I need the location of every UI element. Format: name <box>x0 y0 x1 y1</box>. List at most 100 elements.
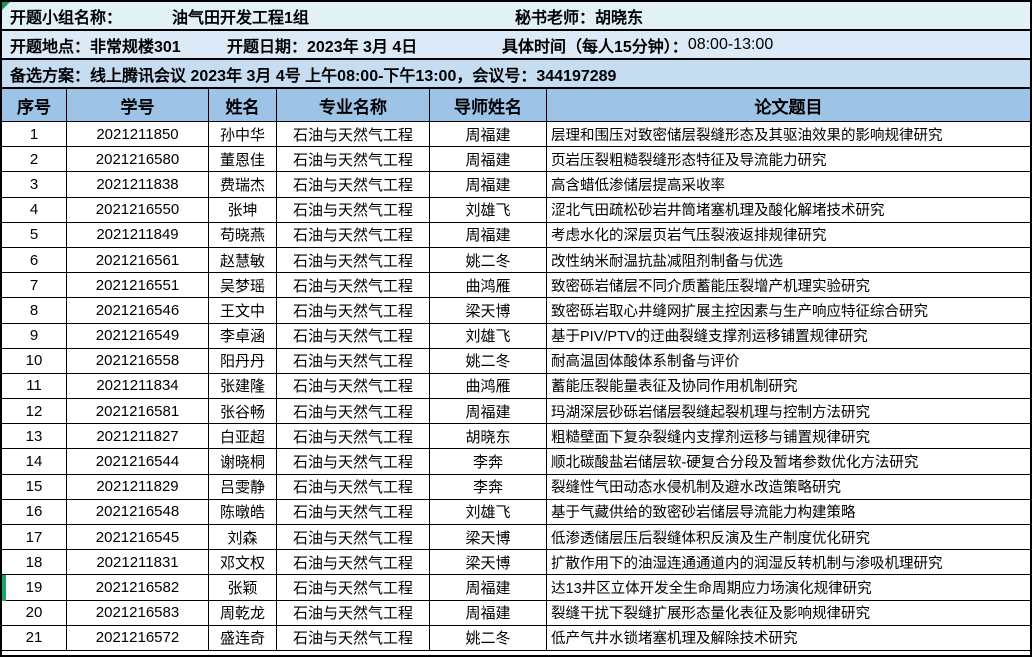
header-seq[interactable]: 序号 <box>2 89 67 121</box>
cell-student-id[interactable]: 2021211827 <box>67 424 209 450</box>
cell-name[interactable]: 刘森 <box>209 525 277 551</box>
cell-name[interactable]: 王文中 <box>209 298 277 324</box>
cell-thesis-title[interactable]: 致密砾岩储层不同介质蓄能压裂增产机理实验研究 <box>547 273 1030 299</box>
cell-seq[interactable]: 4 <box>2 197 67 223</box>
cell-student-id[interactable]: 2021216561 <box>67 247 209 274</box>
cell-advisor[interactable]: 梁天博 <box>430 525 547 551</box>
cell-major[interactable]: 石油与天然气工程 <box>277 348 430 374</box>
cell-thesis-title[interactable]: 基于气藏供给的致密砂岩储层导流能力构建策略 <box>547 500 1030 525</box>
cell-seq[interactable]: 14 <box>2 449 67 475</box>
cell-advisor[interactable]: 曲鸿雁 <box>430 273 547 299</box>
cell-seq[interactable]: 2 <box>2 147 67 173</box>
cell-thesis-title[interactable]: 耐高温固体酸体系制备与评价 <box>547 349 1030 374</box>
cell-major[interactable]: 石油与天然气工程 <box>277 373 430 400</box>
cell-advisor[interactable]: 胡晓东 <box>430 424 547 450</box>
cell-student-id[interactable]: 2021211829 <box>67 474 209 500</box>
cell-advisor[interactable]: 李奔 <box>430 474 547 500</box>
cell-advisor[interactable]: 周福建 <box>430 575 547 601</box>
cell-name[interactable]: 苟晓燕 <box>209 222 277 248</box>
header-name[interactable]: 姓名 <box>209 89 277 121</box>
cell-name[interactable]: 张谷畅 <box>209 399 277 425</box>
cell-student-id[interactable]: 2021216558 <box>67 348 209 374</box>
cell-name[interactable]: 周乾龙 <box>209 600 277 626</box>
cell-major[interactable]: 石油与天然气工程 <box>277 222 430 248</box>
cell-major[interactable]: 石油与天然气工程 <box>277 525 430 551</box>
cell-student-id[interactable]: 2021216580 <box>67 147 209 173</box>
cell-major[interactable]: 石油与天然气工程 <box>277 499 430 525</box>
cell-major[interactable]: 石油与天然气工程 <box>277 122 430 148</box>
cell-thesis-title[interactable]: 致密砾岩取心井缝网扩展主控因素与生产响应特征综合研究 <box>547 298 1030 324</box>
cell-advisor[interactable]: 刘雄飞 <box>430 323 547 349</box>
cell-major[interactable]: 石油与天然气工程 <box>277 197 430 223</box>
cell-student-id[interactable]: 2021211849 <box>67 222 209 248</box>
cell-name[interactable]: 董恩佳 <box>209 147 277 173</box>
cell-name[interactable]: 盛连奇 <box>209 625 277 651</box>
info-row-backup[interactable]: 备选方案：线上腾讯会议 2023年 3月 4号 上午08:00-下午13:00，… <box>2 60 1030 89</box>
header-thesis-title[interactable]: 论文题目 <box>754 97 823 117</box>
cell-student-id[interactable]: 2021216581 <box>67 399 209 425</box>
cell-student-id[interactable]: 2021211834 <box>67 373 209 400</box>
cell-student-id[interactable]: 2021216583 <box>67 600 209 626</box>
cell-seq[interactable]: 8 <box>2 298 67 324</box>
cell-seq[interactable]: 19 <box>2 575 67 601</box>
cell-seq[interactable]: 11 <box>2 373 67 400</box>
cell-thesis-title[interactable]: 玛湖深层砂砾岩储层裂缝起裂机理与控制方法研究 <box>547 399 1030 425</box>
cell-advisor[interactable]: 梁天博 <box>430 550 547 576</box>
cell-student-id[interactable]: 2021216551 <box>67 273 209 299</box>
cell-thesis-title[interactable]: 高含蜡低渗储层提高采收率 <box>547 172 1030 198</box>
cell-thesis-title[interactable]: 层理和围压对致密储层裂缝形态及其驱油效果的影响规律研究 <box>547 122 1030 148</box>
cell-advisor[interactable]: 刘雄飞 <box>430 197 547 223</box>
cell-name[interactable]: 李卓涵 <box>209 323 277 349</box>
cell-advisor[interactable]: 姚二冬 <box>430 625 547 651</box>
cell-student-id[interactable]: 2021216545 <box>67 525 209 551</box>
cell-name[interactable]: 张坤 <box>209 197 277 223</box>
cell-seq[interactable]: 16 <box>2 499 67 525</box>
info-row-schedule[interactable]: 开题地点：非常规楼301 开题日期：2023年 3月 4日 具体时间（每人15分… <box>2 31 1030 60</box>
cell-advisor[interactable]: 周福建 <box>430 122 547 148</box>
cell-seq[interactable]: 20 <box>2 600 67 626</box>
cell-student-id[interactable]: 2021211850 <box>67 122 209 148</box>
cell-student-id[interactable]: 2021216550 <box>67 197 209 223</box>
cell-name[interactable]: 邓文权 <box>209 550 277 576</box>
cell-name[interactable]: 张建隆 <box>209 373 277 400</box>
cell-major[interactable]: 石油与天然气工程 <box>277 449 430 475</box>
cell-advisor[interactable]: 周福建 <box>430 147 547 173</box>
cell-thesis-title[interactable]: 粗糙壁面下复杂裂缝内支撑剂运移与铺置规律研究 <box>547 424 1030 450</box>
cell-seq[interactable]: 7 <box>2 273 67 299</box>
cell-major[interactable]: 石油与天然气工程 <box>277 474 430 500</box>
cell-name[interactable]: 吴梦瑶 <box>209 273 277 299</box>
cell-thesis-title[interactable]: 达13井区立体开发全生命周期应力场演化规律研究 <box>547 575 1030 601</box>
cell-advisor[interactable]: 李奔 <box>430 449 547 475</box>
cell-major[interactable]: 石油与天然气工程 <box>277 323 430 349</box>
cell-student-id[interactable]: 2021216546 <box>67 298 209 324</box>
cell-advisor[interactable]: 周福建 <box>430 222 547 248</box>
cell-name[interactable]: 谢晓桐 <box>209 449 277 475</box>
cell-advisor[interactable]: 梁天博 <box>430 298 547 324</box>
cell-seq[interactable]: 1 <box>2 122 67 148</box>
cell-major[interactable]: 石油与天然气工程 <box>277 575 430 601</box>
cell-thesis-title[interactable]: 扩散作用下的油湿连通通道内的润湿反转机制与渗吸机理研究 <box>547 550 1030 576</box>
cell-name[interactable]: 赵慧敏 <box>209 247 277 274</box>
cell-thesis-title[interactable]: 低渗透储层压后裂缝体积反演及生产制度优化研究 <box>547 525 1030 551</box>
info-row-group[interactable]: 开题小组名称： 油气田开发工程1组 秘书老师：胡晓东 <box>2 2 1030 31</box>
cell-student-id[interactable]: 2021216549 <box>67 323 209 349</box>
cell-seq[interactable]: 6 <box>2 247 67 274</box>
cell-advisor[interactable]: 周福建 <box>430 172 547 198</box>
cell-seq[interactable]: 3 <box>2 172 67 198</box>
cell-seq[interactable]: 18 <box>2 550 67 576</box>
cell-thesis-title[interactable]: 裂缝性气田动态水侵机制及避水改造策略研究 <box>547 475 1030 500</box>
cell-seq[interactable]: 15 <box>2 474 67 500</box>
cell-name[interactable]: 阳丹丹 <box>209 348 277 374</box>
cell-name[interactable]: 白亚超 <box>209 424 277 450</box>
cell-name[interactable]: 孙中华 <box>209 122 277 148</box>
cell-name[interactable]: 费瑞杰 <box>209 172 277 198</box>
cell-thesis-title[interactable]: 低产气井水锁堵塞机理及解除技术研究 <box>547 626 1030 651</box>
cell-major[interactable]: 石油与天然气工程 <box>277 399 430 425</box>
cell-student-id[interactable]: 2021211838 <box>67 172 209 198</box>
cell-seq[interactable]: 21 <box>2 625 67 651</box>
cell-thesis-title[interactable]: 蓄能压裂能量表征及协同作用机制研究 <box>547 374 1030 400</box>
cell-seq[interactable]: 10 <box>2 348 67 374</box>
cell-seq[interactable]: 17 <box>2 525 67 551</box>
cell-major[interactable]: 石油与天然气工程 <box>277 550 430 576</box>
cell-name[interactable]: 张颖 <box>209 575 277 601</box>
